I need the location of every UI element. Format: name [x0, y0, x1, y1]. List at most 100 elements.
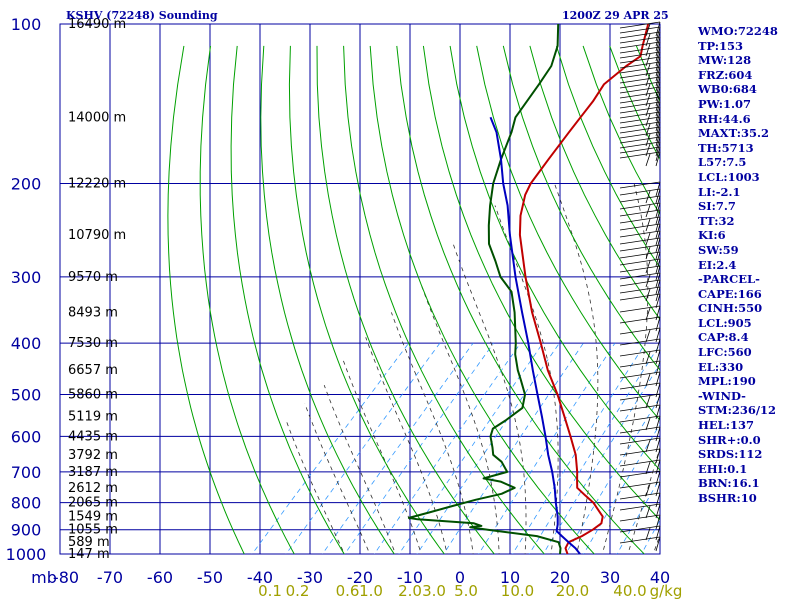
wind-barb-flag	[645, 274, 651, 288]
pressure-tick-label: 100	[11, 15, 42, 34]
wind-barb	[619, 21, 661, 29]
wind-barb-flag	[655, 126, 661, 142]
mixing-ratio-label: 3.0	[422, 582, 446, 600]
pressure-tick-label: 500	[11, 385, 42, 404]
pressure-tick-label: 900	[11, 521, 42, 540]
mixing-ratio-line	[512, 342, 646, 554]
wind-barb	[619, 244, 661, 252]
wind-barb-flag	[655, 81, 661, 97]
dry-adiabat	[230, 45, 345, 554]
stat-item: TH:5713	[698, 140, 754, 155]
moist-adiabat	[627, 445, 660, 554]
wind-barb	[619, 279, 661, 287]
moist-adiabat	[342, 359, 422, 554]
wind-barb	[619, 349, 661, 357]
stat-item: CAP:8.4	[698, 330, 749, 345]
temperature-tick-label: -30	[297, 568, 323, 587]
stat-item: -WIND-	[698, 388, 746, 403]
mixing-ratio-label: 2.0	[398, 582, 422, 600]
wind-barb	[619, 91, 661, 99]
parcel-line	[489, 116, 581, 554]
wind-barb-flag	[645, 218, 651, 232]
moist-adiabat	[420, 284, 500, 554]
wind-barb	[619, 237, 661, 245]
mixing-ratio-line	[416, 342, 560, 554]
wind-barb	[619, 101, 661, 109]
mixing-ratio-line	[640, 519, 660, 554]
mixing-ratio-line	[285, 342, 441, 554]
pressure-tick-label: 600	[11, 427, 42, 446]
height-label: 589 m	[68, 535, 110, 550]
height-label: 9570 m	[68, 270, 118, 285]
temperature-tick-label: 30	[600, 568, 620, 587]
wind-barb	[619, 305, 661, 313]
mixing-ratio-label: 0.1	[258, 582, 282, 600]
moist-adiabat	[285, 420, 345, 554]
stat-item: KI:6	[698, 228, 726, 243]
wind-barb	[619, 382, 661, 390]
height-label: 5119 m	[68, 409, 118, 424]
mixing-ratio-line	[398, 342, 544, 554]
wind-barb-flag	[655, 61, 661, 77]
stat-item: WMO:72248	[698, 24, 778, 38]
dry-adiabat	[556, 45, 660, 269]
dry-adiabat	[167, 45, 245, 554]
stat-item: WB0:684	[698, 82, 757, 97]
dry-adiabats	[167, 45, 660, 554]
height-label: 4435 m	[68, 429, 118, 444]
wind-barb	[619, 316, 661, 324]
wind-barb-flag	[655, 111, 661, 127]
wind-barb-flag	[645, 351, 651, 365]
wind-barb	[619, 146, 661, 154]
moist-adiabat	[365, 337, 448, 554]
wind-barb	[619, 111, 661, 119]
stat-item: CINH:550	[698, 301, 763, 316]
stat-item: STM:236/12	[698, 403, 777, 418]
wind-barb	[619, 26, 661, 34]
wind-barb-flag	[655, 146, 661, 162]
height-label: 1549 m	[68, 510, 118, 525]
wind-barb-flag	[655, 21, 661, 37]
wind-barb	[619, 76, 661, 84]
wind-barb	[619, 31, 661, 39]
wind-barb	[619, 36, 661, 44]
wind-barb	[619, 151, 661, 159]
wind-barb	[619, 86, 661, 94]
stat-item: BRN:16.1	[698, 476, 760, 491]
wind-barb-flag	[645, 246, 651, 260]
temperature-tick-label: -80	[53, 568, 79, 587]
wind-barb-flag	[645, 190, 651, 204]
wind-barb	[619, 327, 661, 335]
moist-adiabat	[391, 312, 474, 554]
pressure-tick-label: 300	[11, 268, 42, 287]
height-label: 2612 m	[68, 481, 118, 496]
stat-item: SW:59	[698, 242, 739, 257]
dry-adiabat	[288, 45, 445, 554]
wind-barb-flag	[655, 293, 661, 309]
wind-barb-flag	[655, 66, 661, 82]
temperature-tick-labels: mb-80 -70 -60 -50 -40 -30 -20 -10 0 10 20 30 40	[31, 568, 670, 587]
height-label: 2065 m	[68, 496, 118, 511]
height-label: 5860 m	[68, 387, 118, 402]
dry-adiabat	[529, 45, 660, 321]
wind-barb	[619, 216, 661, 224]
wind-barb-flag	[645, 373, 651, 387]
mixing-ratio-label: 0.6	[336, 582, 360, 600]
wind-barb	[619, 265, 661, 273]
wind-barb-flag	[655, 71, 661, 87]
wind-barb	[619, 61, 661, 69]
isotherm-isobar-grid	[59, 23, 661, 555]
temperature-tick-label: -50	[197, 568, 223, 587]
wind-barb	[619, 415, 661, 423]
stat-item: SHR+:0.0	[698, 432, 761, 447]
stat-item: LCL:1003	[698, 169, 760, 184]
wind-barb-flag	[645, 232, 651, 246]
wind-barb-flag	[655, 101, 661, 117]
stat-item: SRDS:112	[698, 447, 763, 462]
temperature-tick-label: -60	[147, 568, 173, 587]
wind-barb	[619, 448, 661, 456]
wind-barb	[619, 360, 661, 368]
wind-barb-flag	[655, 116, 661, 132]
wind-barb	[619, 81, 661, 89]
wind-barb-flag	[655, 51, 661, 67]
